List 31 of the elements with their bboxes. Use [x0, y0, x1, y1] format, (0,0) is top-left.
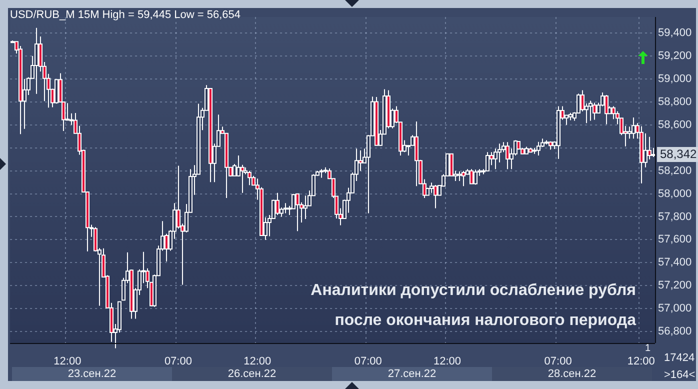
text: 27.сен.22 [332, 367, 492, 381]
y-tick-label: 57,000 [658, 302, 692, 315]
text: 17424 [664, 352, 695, 364]
y-tick-label: 59,200 [658, 50, 692, 62]
text: >164< [664, 369, 696, 381]
y-tick-label: 58,000 [658, 188, 692, 200]
y-tick-label: 58,800 [658, 96, 692, 108]
y-tick-label: 59,000 [658, 73, 692, 86]
x-tick-label: 12:00 [244, 356, 272, 368]
annotation: Аналитики допустили ослабление рубля [310, 282, 636, 300]
y-tick-label: 57,800 [658, 210, 692, 223]
y-tick-label: 57,200 [658, 280, 692, 292]
text: 58,342 [657, 147, 698, 162]
y-tick-label: 59,400 [658, 27, 692, 40]
x-tick-label: 07:00 [354, 356, 382, 368]
x-tick-label: 07:00 [164, 356, 192, 368]
y-tick-label: 58,200 [658, 164, 692, 177]
text: 26.сен.22 [172, 367, 332, 381]
text: 28.сен.22 [492, 367, 652, 381]
y-tick-label: 56,800 [658, 326, 692, 338]
y-tick-label: 58,600 [658, 118, 692, 131]
chart-title: USD/RUB_M 15M High = 59,445 Low = 56,654 [10, 9, 241, 21]
x-tick-label: 07:00 [544, 356, 572, 368]
x-tick-label: 12:00 [434, 356, 462, 368]
x-tick-label: 12:00 [54, 356, 82, 368]
y-tick-label: 57,400 [658, 256, 692, 269]
x-tick-label: 12:00 [627, 356, 655, 368]
text: 1 [645, 343, 651, 354]
annotation: после окончания налогового периода [334, 312, 636, 330]
y-tick-label: 57,600 [658, 234, 692, 246]
text: 23.сен.22 [12, 367, 172, 381]
